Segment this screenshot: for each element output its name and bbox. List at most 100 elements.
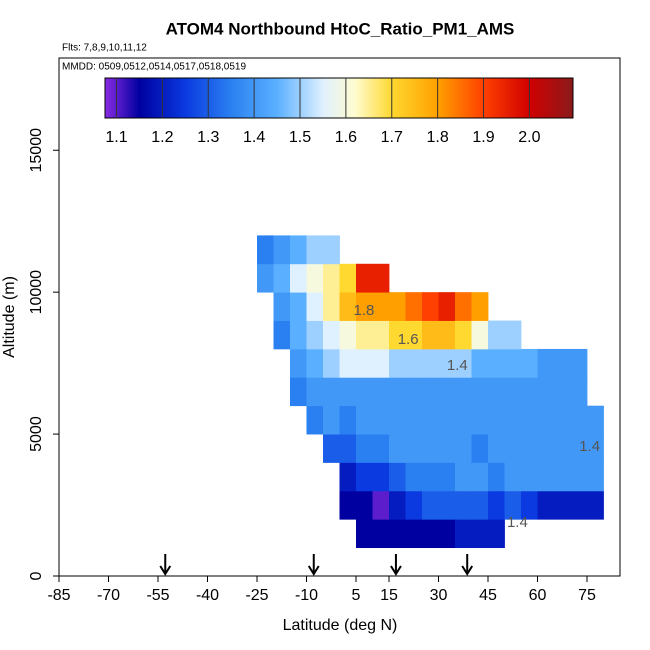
heatmap-cell: [405, 292, 423, 321]
heatmap-cell: [405, 519, 423, 549]
heatmap-cell: [389, 348, 406, 378]
heatmap-cell: [504, 405, 522, 435]
heatmap-cell: [389, 462, 406, 492]
heatmap-cell: [372, 462, 390, 492]
heatmap-cell: [306, 320, 324, 350]
heatmap-cell: [587, 434, 604, 463]
heatmap-cell: [356, 292, 373, 321]
heatmap-cell: [438, 320, 456, 350]
heatmap-cell: [537, 405, 555, 435]
heatmap-cell: [537, 377, 555, 407]
colorbar: [104, 77, 574, 119]
x-tick-label: -10: [295, 587, 318, 604]
heatmap-cell: [356, 263, 373, 293]
heatmap-cell: [356, 377, 373, 407]
x-tick-label: -70: [97, 587, 120, 604]
heatmap-cell: [438, 292, 456, 321]
heatmap-cell: [356, 320, 373, 350]
contour-label: 1.4: [507, 514, 528, 531]
heatmap-cell: [405, 320, 423, 350]
y-axis-label: Altitude (m): [1, 276, 18, 358]
heatmap-cell: [372, 405, 390, 435]
heatmap-cell: [438, 348, 456, 378]
heatmap-cell: [455, 462, 472, 492]
heatmap-cell: [471, 434, 489, 463]
contour-label: 1.4: [579, 438, 600, 455]
heatmap-cell: [339, 320, 357, 350]
heatmap-cell: [488, 377, 505, 407]
heatmap-cell: [323, 405, 340, 435]
heatmap-cell: [389, 519, 406, 549]
heatmap-cell: [455, 348, 472, 378]
heatmap-cell: [521, 348, 538, 378]
colorbar-tick-label: 1.8: [427, 129, 449, 146]
heatmap-cell: [323, 434, 340, 463]
heatmap-cell: [554, 405, 571, 435]
heatmap-cell: [570, 405, 588, 435]
heatmap-cell: [504, 490, 522, 520]
heatmap-cell: [537, 434, 555, 463]
heatmap-cell: [290, 263, 307, 293]
heatmap-cell: [339, 462, 357, 492]
arrow-head: [461, 565, 474, 576]
arrow-head: [390, 565, 402, 576]
heatmap-cell: [323, 348, 340, 378]
heatmap-cell: [488, 519, 505, 549]
colorbar-tick-label: 1.7: [381, 129, 403, 146]
x-tick-label: -85: [47, 587, 70, 604]
heatmap-cell: [405, 462, 423, 492]
heatmap-cell: [372, 490, 390, 520]
heatmap: [257, 235, 604, 549]
heatmap-cell: [405, 490, 423, 520]
heatmap-cell: [587, 405, 604, 435]
heatmap-cell: [438, 490, 456, 520]
heatmap-cell: [471, 320, 489, 350]
contour-label: 1.6: [398, 331, 419, 348]
heatmap-cell: [273, 263, 291, 293]
heatmap-cell: [422, 405, 439, 435]
heatmap-cell: [372, 292, 390, 321]
heatmap-cell: [521, 405, 538, 435]
colorbar-tick-label: 1.2: [151, 129, 173, 146]
colorbar-tick-label: 2.0: [518, 129, 540, 146]
heatmap-cell: [455, 434, 472, 463]
heatmap-cell: [339, 434, 357, 463]
heatmap-cell: [339, 263, 357, 293]
heatmap-cell: [422, 490, 439, 520]
heatmap-cell: [471, 462, 489, 492]
x-tick-label: 75: [578, 587, 596, 604]
heatmap-cell: [504, 377, 522, 407]
x-tick-label: -40: [196, 587, 219, 604]
heatmap-cell: [455, 320, 472, 350]
heatmap-cell: [290, 377, 307, 407]
arrow-head: [159, 565, 172, 576]
heatmap-cell: [438, 462, 456, 492]
heatmap-cell: [438, 519, 456, 549]
colorbar-tick-label: 1.6: [335, 129, 357, 146]
heatmap-cell: [537, 462, 555, 492]
heatmap-cell: [471, 519, 489, 549]
heatmap-cell: [290, 348, 307, 378]
heatmap-cell: [455, 519, 472, 549]
heatmap-cell: [587, 462, 604, 492]
heatmap-cell: [339, 490, 357, 520]
heatmap-cell: [471, 405, 489, 435]
heatmap-cell: [521, 490, 538, 520]
heatmap-cell: [455, 377, 472, 407]
heatmap-cell: [422, 434, 439, 463]
heatmap-cell: [422, 462, 439, 492]
heatmap-cell: [389, 434, 406, 463]
heatmap-cell: [422, 292, 439, 321]
heatmap-cell: [521, 377, 538, 407]
heatmap-cell: [471, 377, 489, 407]
heatmap-cell: [455, 405, 472, 435]
heatmap-cell: [389, 292, 406, 321]
heatmap-cell: [356, 462, 373, 492]
y-tick-label: 10000: [28, 270, 45, 315]
heatmap-cell: [554, 377, 571, 407]
heatmap-cell: [488, 490, 505, 520]
heatmap-cell: [356, 348, 373, 378]
heatmap-cell: [372, 377, 390, 407]
heatmap-cell: [323, 263, 340, 293]
heatmap-cell: [389, 320, 406, 350]
